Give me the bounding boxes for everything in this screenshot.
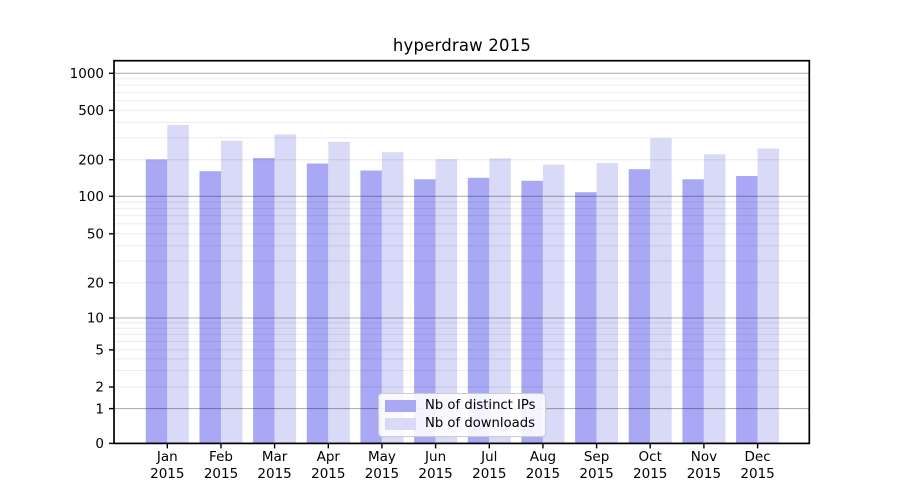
bar-ips-jul [467,177,490,444]
legend-swatch-downloads-icon [385,417,416,430]
legend-item-ips: Nb of distinct IPs [385,398,539,414]
bar-ips-nov [682,179,704,444]
y-tick-label: 5 [95,343,104,359]
legend-swatch-ips-icon [385,399,416,412]
legend-label-downloads: Nb of downloads [425,416,535,432]
x-tick-label-year: 2015 [472,466,506,482]
bar-ips-feb [199,171,221,444]
x-tick-label-month: Feb [209,449,233,465]
bar-downloads-sep [596,163,619,444]
y-tick-label: 100 [78,189,104,205]
bar-ips-apr [306,163,329,444]
x-tick-label-month: May [368,449,396,465]
ticks-layer: 01251020501002005001000Jan2015Feb2015Mar… [70,66,775,482]
legend: Nb of distinct IPs Nb of downloads [378,393,546,437]
x-tick-label-month: Jan [156,449,178,465]
bar-downloads-jul [489,158,511,444]
bar-downloads-oct [650,138,672,444]
y-tick-label: 1000 [70,66,104,82]
x-tick-label-year: 2015 [633,466,667,482]
y-tick-label: 500 [78,103,104,119]
bar-downloads-apr [328,141,350,444]
x-tick-label-year: 2015 [365,466,399,482]
x-tick-label-year: 2015 [204,466,238,482]
x-tick-label-month: Mar [262,449,288,465]
y-tick-label: 2 [95,380,104,396]
y-tick-label: 20 [87,275,104,291]
y-tick-label: 0 [95,436,104,452]
bar-downloads-dec [757,148,780,444]
bars-layer [145,124,780,444]
legend-item-downloads: Nb of downloads [385,416,539,432]
x-tick-label-year: 2015 [526,466,560,482]
bar-downloads-may [381,152,404,444]
chart-title: hyperdraw 2015 [392,36,532,55]
plot-border [113,59,811,445]
x-tick-label-month: Dec [745,449,771,465]
x-tick-label-month: Jun [424,449,446,465]
x-tick-label-month: Nov [691,449,717,465]
y-tick-label: 1 [95,401,104,417]
bar-downloads-mar [274,134,297,444]
x-tick-label-month: Oct [639,449,662,465]
bar-downloads-aug [542,164,565,444]
x-tick-label-year: 2015 [687,466,721,482]
y-tick-label: 10 [87,311,104,327]
bar-ips-dec [736,176,758,444]
axes-layer [113,59,811,445]
bar-ips-may [360,170,382,444]
x-tick-label-year: 2015 [150,466,184,482]
gridlines-layer [114,72,810,410]
bar-ips-aug [521,180,543,444]
bar-downloads-jan [167,124,189,444]
legend-label-ips: Nb of distinct IPs [425,398,536,414]
bar-downloads-jun [435,159,458,444]
bar-ips-mar [253,158,275,444]
x-tick-label-month: Aug [530,449,556,465]
bar-ips-oct [628,169,651,444]
bar-downloads-nov [703,154,726,444]
x-tick-label-year: 2015 [257,466,291,482]
bar-ips-jan [145,159,168,444]
bar-ips-jun [414,179,436,444]
y-tick-label: 200 [78,152,104,168]
x-tick-label-year: 2015 [740,466,774,482]
x-tick-label-year: 2015 [311,466,345,482]
y-tick-label: 50 [87,227,104,243]
x-tick-label-year: 2015 [579,466,613,482]
x-tick-label-month: Jul [480,449,497,465]
x-tick-label-month: Apr [317,449,341,465]
bar-ips-sep [575,192,597,444]
x-tick-label-month: Sep [584,449,609,465]
bar-downloads-feb [221,140,243,444]
x-tick-label-year: 2015 [418,466,452,482]
